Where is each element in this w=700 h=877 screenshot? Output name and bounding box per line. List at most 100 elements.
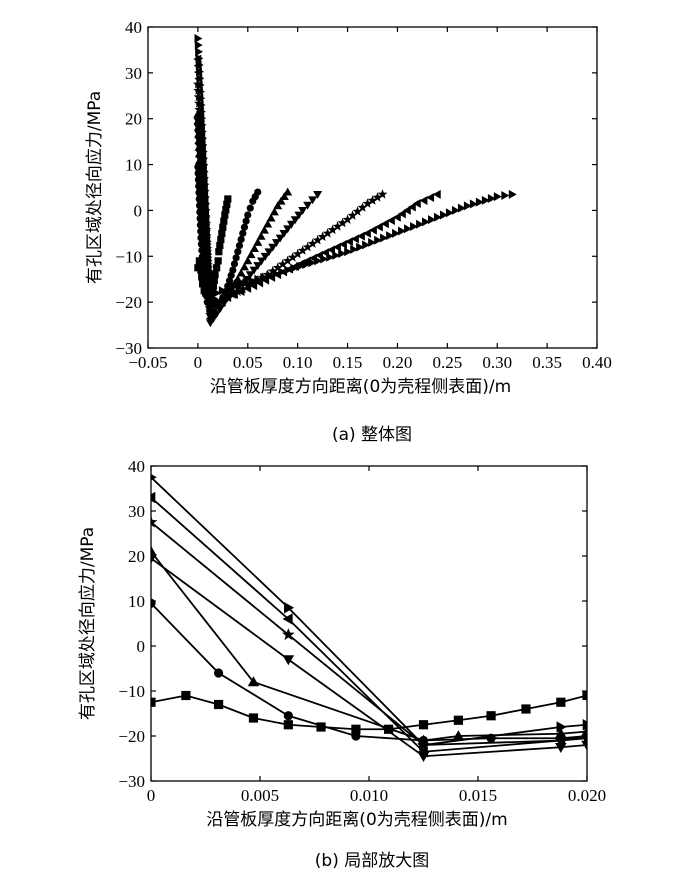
data-point-star [352, 206, 363, 216]
data-point-triangle-down [275, 234, 285, 243]
data-point-triangle-right [195, 53, 204, 63]
panel-a: −0.05 0 0.05 0.10 0.15 0.20 0.25 0.30 0.35 0.40 40… [85, 18, 612, 445]
data-point-triangle-right [205, 262, 213, 272]
data-point-triangle-right [209, 300, 217, 310]
data-point-triangle-right [201, 179, 210, 189]
data-point-triangle-left [236, 286, 245, 296]
data-point-square [248, 713, 259, 723]
series-triangle-right [194, 33, 517, 316]
x-axis-label: 沿管板厚度方向距离(0为壳程侧表面)/m [210, 377, 511, 397]
data-point-triangle-down [253, 262, 263, 270]
data-point-triangle-down [303, 201, 313, 210]
data-point-triangle-up [269, 207, 279, 216]
data-point-triangle-right [196, 73, 205, 83]
data-point-triangle-right [308, 258, 317, 268]
data-point-triangle-right [204, 249, 213, 259]
series-line-square [151, 694, 587, 731]
series-triangle-up [151, 545, 587, 745]
data-point-triangle-right [284, 602, 295, 614]
data-point-triangle-right [206, 306, 215, 316]
data-point-triangle-down [249, 266, 259, 275]
x-tick-label: 0.30 [482, 353, 512, 372]
y-tick-label: 40 [128, 457, 145, 476]
data-point-triangle-right [422, 217, 430, 227]
series-triangle-down [151, 553, 587, 762]
data-point-triangle-left [217, 297, 226, 307]
data-point-triangle-right [205, 268, 214, 278]
data-point-circle [244, 211, 252, 219]
data-point-circle [254, 188, 262, 196]
y-tick-label: 0 [134, 201, 143, 220]
data-point-triangle-right [194, 40, 203, 50]
data-point-square [220, 217, 228, 225]
data-point-star [297, 245, 308, 255]
data-point-triangle-down [271, 239, 281, 248]
y-tick-label: 30 [125, 64, 142, 83]
data-point-triangle-right [362, 240, 371, 250]
data-point-triangle-left [363, 228, 371, 238]
data-point-star [372, 192, 383, 202]
y-tick-label: 40 [125, 18, 142, 37]
series-triangle-right [151, 473, 587, 751]
data-point-triangle-right [194, 33, 203, 43]
data-point-triangle-up [246, 250, 256, 259]
data-point-triangle-right [475, 197, 484, 207]
data-point-square [218, 229, 226, 237]
data-point-triangle-right [374, 235, 382, 245]
data-point-square [217, 235, 225, 244]
data-point-triangle-right [195, 47, 204, 57]
data-point-triangle-right [195, 60, 204, 70]
y-axis-label: 有孔区域处径向应力/MPa [85, 91, 105, 284]
data-point-triangle-right [211, 294, 220, 304]
data-point-star [292, 248, 303, 259]
series-circle [151, 598, 587, 746]
data-point-square [224, 195, 232, 203]
data-point-triangle-left [205, 313, 214, 323]
data-point-triangle-right [508, 189, 517, 199]
series-triangle-left [151, 491, 587, 758]
data-point-triangle-up [243, 256, 253, 265]
data-point-triangle-up [256, 231, 266, 240]
data-point-triangle-right [481, 195, 490, 205]
data-point-triangle-right [201, 173, 209, 183]
data-point-triangle-right [218, 286, 227, 296]
data-point-triangle-right [290, 263, 299, 273]
data-point-triangle-right [320, 254, 329, 264]
x-tick-label: 0 [194, 353, 203, 372]
data-point-triangle-right [206, 287, 215, 297]
y-tick-label: 20 [125, 110, 142, 129]
data-point-triangle-right [493, 192, 502, 202]
data-point-triangle-right [202, 198, 211, 208]
data-point-triangle-right [260, 272, 269, 282]
data-point-triangle-left [426, 192, 435, 202]
series-star [192, 79, 388, 316]
data-point-triangle-right [398, 226, 406, 236]
data-point-triangle-left [209, 307, 217, 317]
data-point-triangle-down [151, 553, 157, 564]
data-point-triangle-left [229, 290, 238, 299]
series-line-circle [151, 602, 587, 742]
data-point-triangle-right [151, 473, 157, 481]
data-point-triangle-up [452, 730, 465, 741]
data-point-triangle-left [333, 242, 341, 252]
data-point-triangle-right [451, 205, 460, 215]
data-point-star [342, 214, 353, 224]
data-point-square [486, 711, 496, 721]
data-point-square [223, 200, 231, 208]
x-tick-label: 0.20 [383, 353, 413, 372]
series-line-triangle-left [151, 496, 587, 753]
data-point-star [151, 515, 158, 528]
data-point-triangle-up [555, 728, 567, 739]
data-point-circle [283, 711, 293, 721]
series-line-triangle-down [151, 557, 587, 758]
data-point-square [521, 704, 531, 714]
data-point-square [351, 724, 361, 734]
data-point-triangle-left [386, 216, 395, 226]
panel-caption: (a) 整体图 [332, 425, 412, 445]
data-point-star [277, 259, 288, 269]
data-point-square [215, 248, 223, 256]
data-point-star [580, 731, 587, 744]
data-point-triangle-down [282, 655, 295, 666]
data-point-triangle-right [419, 739, 430, 751]
data-point-triangle-right [203, 217, 211, 227]
